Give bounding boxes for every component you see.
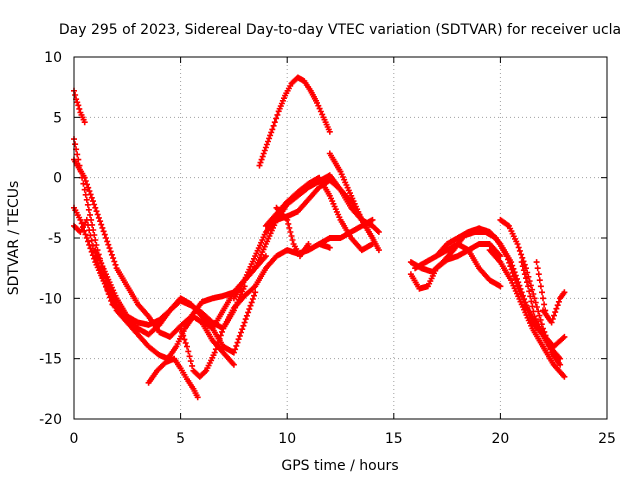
x-tick-label: 15: [385, 431, 403, 447]
series-arc7: [145, 355, 201, 401]
y-tick-label: -15: [39, 352, 62, 368]
x-tick-label: 5: [176, 431, 185, 447]
x-tick-label: 10: [278, 431, 296, 447]
series-arc15: [326, 150, 382, 254]
x-tick-label: 20: [491, 431, 509, 447]
y-tick-label: -20: [39, 412, 62, 428]
y-tick-label: -10: [39, 291, 62, 307]
data-markers: [326, 150, 382, 254]
x-axis-label: GPS time / hours: [281, 458, 398, 474]
data-markers: [273, 204, 312, 260]
series-arc10: [230, 172, 382, 302]
data-markers: [412, 241, 504, 290]
data-markers: [71, 136, 248, 338]
series-arc20: [486, 247, 568, 380]
data-markers: [533, 259, 549, 314]
y-tick-label: 10: [44, 50, 62, 66]
x-tick-label: 25: [598, 431, 616, 447]
series-arc24: [533, 259, 549, 314]
data-markers: [256, 74, 333, 169]
axes: 0 5 10 15 20 25 -20 -15 -10 -5 0 5 10: [39, 50, 616, 447]
data-markers: [518, 259, 546, 338]
series-arc2: [71, 136, 248, 338]
series-arc12: [273, 204, 312, 260]
data-points: [71, 74, 568, 401]
chart-title: Day 295 of 2023, Sidereal Day-to-day VTE…: [59, 22, 621, 38]
data-markers: [145, 355, 201, 401]
y-tick-label: -5: [48, 231, 62, 247]
data-markers: [497, 216, 564, 368]
series-arc6: [92, 247, 259, 356]
y-axis-label: SDTVAR / TECUs: [6, 181, 22, 296]
series-arc22: [518, 259, 546, 338]
series-arc21: [497, 216, 564, 368]
data-markers: [92, 247, 259, 356]
series-arc14: [256, 74, 333, 169]
data-markers: [230, 172, 382, 302]
y-tick-label: 0: [53, 171, 62, 187]
y-tick-label: 5: [53, 110, 62, 126]
series-arc18: [412, 241, 504, 290]
data-markers: [486, 247, 568, 380]
x-tick-label: 0: [70, 431, 79, 447]
